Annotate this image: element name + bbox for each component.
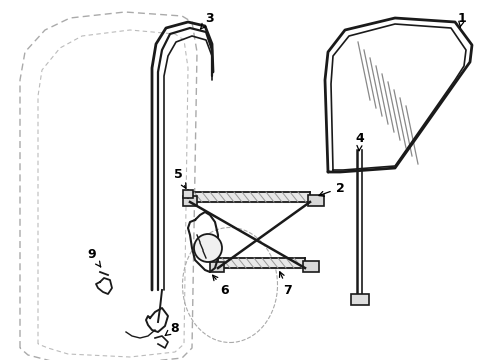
Text: 1: 1 [457,12,466,27]
FancyBboxPatch shape [350,294,368,305]
Circle shape [194,234,222,262]
Text: 3: 3 [200,12,214,29]
Text: 4: 4 [355,131,364,151]
Polygon shape [218,258,305,268]
FancyBboxPatch shape [307,195,324,206]
Polygon shape [190,192,309,202]
Text: 6: 6 [212,275,229,297]
Text: 5: 5 [173,167,185,188]
Text: 9: 9 [87,248,101,267]
Text: 8: 8 [165,321,179,336]
FancyBboxPatch shape [183,190,193,198]
Text: 7: 7 [279,272,292,297]
FancyBboxPatch shape [303,261,318,272]
Text: 2: 2 [318,181,344,196]
FancyBboxPatch shape [209,262,224,272]
FancyBboxPatch shape [183,196,197,206]
